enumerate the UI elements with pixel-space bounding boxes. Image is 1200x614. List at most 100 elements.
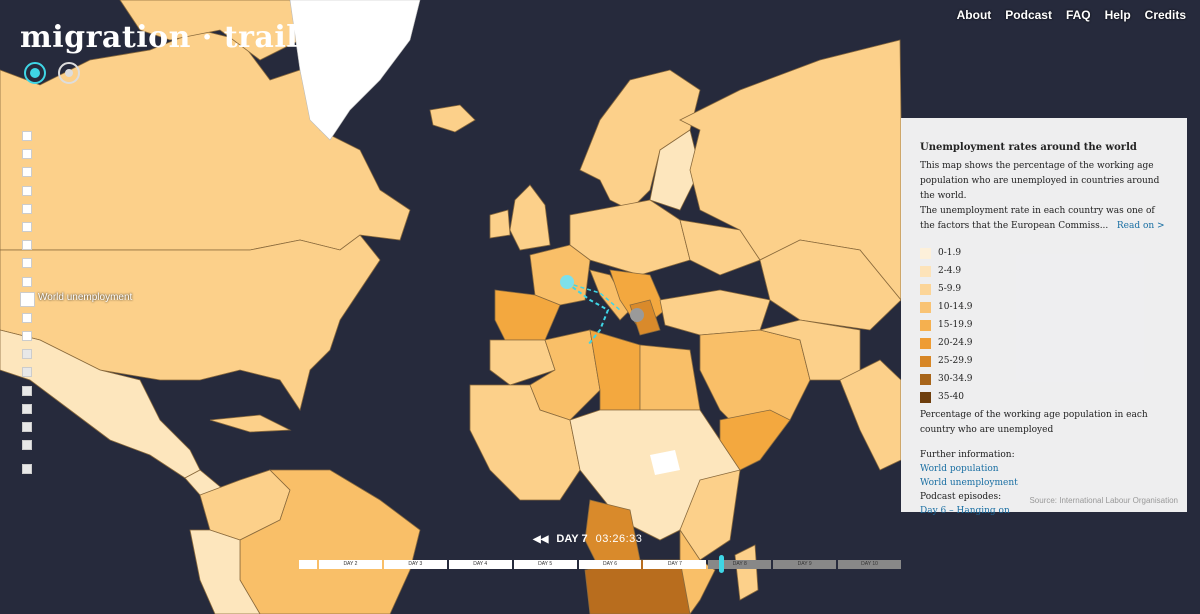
nav-about[interactable]: About: [956, 8, 992, 22]
map-greenland[interactable]: [289, 0, 421, 141]
map-country-ukraine[interactable]: [679, 219, 761, 276]
map-country-morocco[interactable]: [489, 339, 556, 386]
nav-podcast[interactable]: Podcast: [1005, 8, 1052, 22]
timeline-cursor[interactable]: [719, 555, 724, 573]
legend-label: 25-29.9: [938, 356, 973, 366]
layer-checkbox[interactable]: [22, 440, 32, 451]
legend-label: 15-19.9: [938, 320, 973, 330]
read-on-link[interactable]: Read on >: [1116, 221, 1165, 231]
nav-credits[interactable]: Credits: [1144, 8, 1186, 22]
layer-toggle-4[interactable]: [22, 185, 182, 204]
layer-checkbox[interactable]: [22, 349, 32, 360]
nav-faq[interactable]: FAQ: [1065, 8, 1091, 22]
map-country-ireland[interactable]: [489, 209, 511, 239]
layer-checkbox[interactable]: [22, 203, 32, 214]
route-current-marker[interactable]: [560, 275, 574, 289]
layer-toggle-15[interactable]: [22, 385, 182, 404]
timeline-segment[interactable]: DAY 10: [838, 560, 902, 569]
timeline-segment[interactable]: DAY 5: [513, 560, 577, 569]
layer-checkbox[interactable]: [22, 422, 32, 432]
layer-label-active[interactable]: World unemployment: [38, 291, 133, 303]
map-east-africa[interactable]: [679, 469, 741, 561]
layer-toggle-13[interactable]: [22, 349, 182, 367]
layer-toggle-6[interactable]: [22, 221, 182, 240]
link-world-unemployment[interactable]: World unemployment: [920, 478, 1018, 488]
layer-toggle-19[interactable]: [22, 464, 182, 482]
map-west-africa[interactable]: [469, 384, 581, 501]
layer-toggle-14[interactable]: [22, 367, 182, 385]
layer-checkbox[interactable]: [22, 240, 32, 251]
map-country-turkey[interactable]: [659, 289, 771, 336]
timeline-bar[interactable]: DAY 2 DAY 3 DAY 4 DAY 5 DAY 6 DAY 7 DAY 8 DAY 9…: [299, 560, 902, 569]
layer-toggle-1[interactable]: [22, 131, 182, 149]
layer-checkbox[interactable]: [22, 221, 32, 232]
map-country-iceland[interactable]: [429, 104, 476, 133]
map-country-madagascar[interactable]: [734, 544, 759, 601]
map-country-south-sudan[interactable]: [650, 450, 680, 475]
timeline-segment[interactable]: DAY 8: [708, 560, 772, 569]
link-world-population[interactable]: World population: [920, 464, 999, 474]
layer-checkbox[interactable]: [22, 331, 32, 342]
layer-toggle-2[interactable]: [22, 149, 182, 167]
map-country-italy[interactable]: [589, 269, 631, 321]
layer-toggle-7[interactable]: [22, 240, 182, 258]
timeline-segment[interactable]: DAY 4: [448, 560, 512, 569]
layer-checkbox[interactable]: [22, 131, 32, 141]
timeline-segment[interactable]: DAY 2: [319, 560, 382, 569]
layer-toggle-16[interactable]: [22, 403, 182, 422]
map-country-brazil[interactable]: [239, 469, 421, 614]
layer-checkbox[interactable]: [22, 367, 32, 378]
layer-toggle-17[interactable]: [22, 422, 182, 440]
map-horn-of-africa[interactable]: [719, 409, 791, 471]
map-central-europe[interactable]: [569, 199, 691, 276]
layer-checkbox[interactable]: [22, 403, 32, 414]
location-target-outline-icon[interactable]: [58, 62, 80, 84]
map-country-india[interactable]: [839, 359, 902, 471]
timeline-segment[interactable]: DAY 9: [773, 560, 837, 569]
layer-toggle-18[interactable]: [22, 440, 182, 458]
legend-swatch: [920, 284, 931, 295]
timeline-segment[interactable]: DAY 7: [643, 560, 707, 569]
layer-toggle-12[interactable]: [22, 331, 182, 349]
map-country-libya[interactable]: [589, 329, 641, 411]
map-country-finland[interactable]: [649, 129, 701, 211]
layer-checkbox[interactable]: [22, 167, 32, 178]
layer-toggle-5[interactable]: [22, 203, 182, 222]
layer-checkbox[interactable]: [22, 258, 32, 269]
layer-toggle-8[interactable]: [22, 258, 182, 276]
timeline-segment[interactable]: [299, 560, 317, 569]
location-target-icon[interactable]: [24, 62, 46, 84]
layer-checkbox[interactable]: [22, 149, 32, 160]
nav-help[interactable]: Help: [1104, 8, 1131, 22]
route-marker-grey[interactable]: [630, 308, 644, 322]
map-country-france[interactable]: [529, 244, 591, 306]
map-country-usa[interactable]: [0, 234, 381, 411]
layer-checkbox[interactable]: [22, 276, 32, 287]
map-country-egypt[interactable]: [639, 344, 701, 411]
layer-checkbox[interactable]: [22, 385, 32, 396]
timeline-segment[interactable]: DAY 3: [383, 560, 447, 569]
legend-label: 35-40: [938, 392, 964, 402]
layer-toggle-9[interactable]: [22, 276, 182, 295]
legend-row: 25-29.9: [920, 354, 1169, 372]
map-cuba[interactable]: [209, 414, 292, 433]
legend-swatch: [920, 266, 931, 277]
rewind-icon[interactable]: ◀◀: [533, 533, 549, 545]
logo[interactable]: migration · trail: [20, 20, 299, 55]
legend-row: 35-40: [920, 390, 1169, 408]
layer-toggle-10[interactable]: World unemployment: [20, 291, 182, 313]
layer-checkbox[interactable]: [22, 312, 32, 323]
timeline-segment[interactable]: DAY 6: [578, 560, 642, 569]
layer-checkbox[interactable]: [22, 185, 32, 196]
layer-checkbox[interactable]: [22, 464, 32, 475]
link-podcast-day6[interactable]: Day 6 – Hanging on: [920, 506, 1010, 516]
layer-toggle-11[interactable]: [22, 312, 182, 331]
info-panel: Unemployment rates around the world This…: [901, 118, 1187, 516]
layer-checkbox[interactable]: [20, 291, 35, 307]
map-central-asia[interactable]: [759, 239, 902, 331]
legend-row: 30-34.9: [920, 372, 1169, 390]
map-country-uk[interactable]: [509, 184, 551, 251]
map-country-peru[interactable]: [189, 529, 261, 614]
layer-toggle-3[interactable]: [22, 167, 182, 185]
